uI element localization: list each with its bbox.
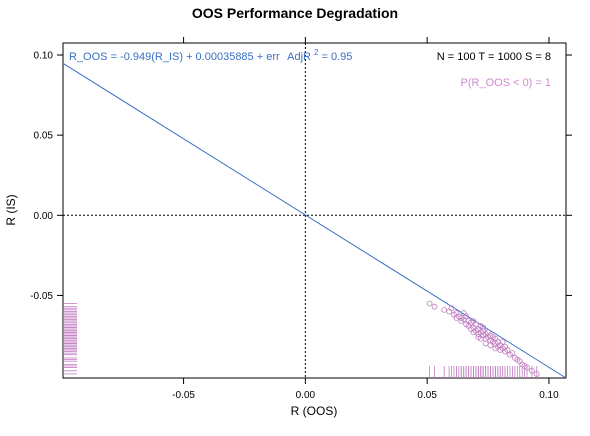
fit-equation: R_OOS = -0.949(R_IS) + 0.00035885 + err … bbox=[69, 46, 352, 63]
data-point bbox=[460, 310, 467, 316]
data-point bbox=[482, 340, 489, 347]
axis-ticks: -0.05 0.00 0.05 0.10 -0.05 0.00 0.05 0.10 bbox=[30, 37, 572, 401]
fit-line bbox=[62, 62, 567, 379]
plot-frame bbox=[62, 42, 567, 379]
data-point bbox=[524, 364, 530, 371]
y-axis-label: R (IS) bbox=[4, 194, 18, 225]
probability-annotation: P(R_OOS < 0) = 1 bbox=[461, 77, 551, 89]
data-point bbox=[453, 314, 460, 321]
chart-title: OOS Performance Degradation bbox=[192, 5, 398, 21]
data-point bbox=[426, 300, 433, 307]
fit-r2-value: = 0.95 bbox=[322, 51, 353, 63]
stats-annotation: N = 100 T = 1000 S = 8 bbox=[437, 51, 551, 63]
data-point bbox=[509, 350, 516, 357]
data-point bbox=[477, 335, 484, 342]
data-points bbox=[426, 300, 540, 377]
fit-line-layer bbox=[62, 62, 567, 379]
x-tick-label: -0.05 bbox=[172, 390, 195, 401]
x-tick-label: 0.05 bbox=[417, 390, 437, 401]
data-point bbox=[487, 342, 494, 349]
rug-marks bbox=[63, 303, 538, 378]
data-point bbox=[492, 345, 499, 352]
data-point bbox=[504, 347, 511, 353]
y-tick-label: -0.05 bbox=[30, 291, 53, 302]
x-tick-label: 0.00 bbox=[296, 390, 316, 401]
data-point bbox=[533, 371, 540, 377]
x-tick-label: 0.10 bbox=[539, 390, 559, 401]
fit-r2-superscript: 2 bbox=[314, 48, 319, 57]
data-point bbox=[441, 306, 448, 313]
fit-equation-text: R_OOS = -0.949(R_IS) + 0.00035885 + err bbox=[69, 51, 280, 63]
data-point bbox=[431, 303, 438, 310]
data-point bbox=[470, 329, 477, 336]
y-tick-label: 0.00 bbox=[34, 211, 54, 222]
x-axis-label: R (OOS) bbox=[291, 404, 338, 418]
y-tick-label: 0.10 bbox=[34, 51, 54, 62]
data-point bbox=[448, 305, 455, 312]
data-point bbox=[528, 367, 535, 374]
data-point bbox=[499, 339, 506, 345]
data-point bbox=[480, 324, 487, 331]
y-tick-label: 0.05 bbox=[34, 131, 54, 142]
fit-r2-label: AdjR bbox=[287, 51, 311, 63]
reference-lines bbox=[63, 43, 566, 378]
